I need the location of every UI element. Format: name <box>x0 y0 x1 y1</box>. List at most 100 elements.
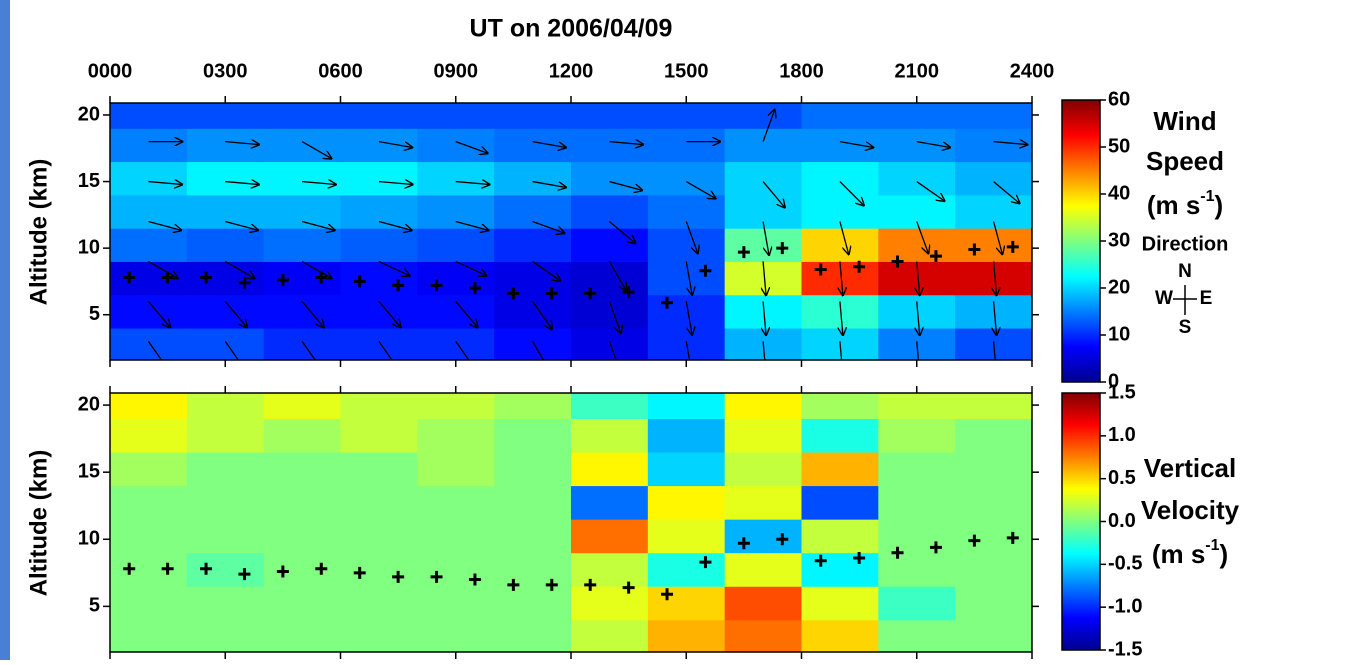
heatmap-cell <box>801 128 879 163</box>
tropopause-marker <box>200 562 213 575</box>
y-axis-label: Altitude (km) <box>25 159 52 306</box>
heatmap-cell <box>340 161 418 196</box>
heatmap-cell <box>186 194 265 229</box>
heatmap-cell <box>647 452 726 487</box>
wind-arrow <box>225 142 259 145</box>
heatmap-cell <box>647 228 726 262</box>
heatmap-cell <box>801 586 879 621</box>
colorbar-label: Wind <box>1153 106 1216 136</box>
heatmap-cell <box>801 452 879 487</box>
heatmap-cell <box>110 261 188 296</box>
heatmap-cell <box>110 161 188 196</box>
heatmap-cell <box>110 586 188 621</box>
heatmap-cell <box>110 128 188 163</box>
wind-arrow <box>455 182 490 185</box>
heatmap-cell <box>494 194 572 229</box>
y-tick-label: 10 <box>78 236 100 258</box>
tropopause-marker <box>392 279 405 292</box>
colorbar-unit: (m s-1) <box>1152 537 1228 569</box>
tropopause-marker <box>968 534 981 547</box>
heatmap-cell <box>571 194 649 229</box>
heatmap-cell <box>494 328 572 360</box>
heatmap-cell <box>801 418 879 453</box>
heatmap-cell <box>186 452 265 487</box>
heatmap-cell <box>724 452 802 487</box>
x-tick-label: 2100 <box>895 60 940 82</box>
tropopause-marker <box>123 271 136 284</box>
wind-arrow <box>378 300 401 327</box>
y-axis-label: Altitude (km) <box>25 450 52 597</box>
side-strip <box>0 0 10 660</box>
heatmap-cell <box>724 161 802 196</box>
wind-arrow <box>608 221 635 244</box>
y-tick-label: 15 <box>78 460 100 482</box>
heatmap-cell <box>417 128 495 163</box>
heatmap-cell <box>417 194 495 229</box>
heatmap-cell <box>340 519 418 554</box>
wind-arrow <box>762 110 775 142</box>
tropopause-marker <box>507 287 520 300</box>
plot-area <box>110 103 1032 360</box>
heatmap-cell <box>110 485 188 520</box>
heatmap-cell <box>571 128 649 163</box>
heatmap-cell <box>417 393 495 419</box>
heatmap-cell <box>417 261 495 296</box>
heatmap-cell <box>494 452 572 487</box>
heatmap-cell <box>571 393 649 419</box>
heatmap-cell <box>724 619 802 652</box>
heatmap-cell <box>340 128 418 163</box>
heatmap-cell <box>571 328 649 360</box>
heatmap-cell <box>724 485 802 520</box>
tropopause-marker <box>814 263 827 276</box>
heatmap-cell <box>186 552 265 587</box>
heatmap-cell <box>801 619 879 652</box>
heatmap-cell <box>571 294 649 329</box>
tropopause-marker <box>699 264 712 277</box>
heatmap-cell <box>186 161 265 196</box>
heatmap-cell <box>186 294 265 329</box>
y-tick-label: 20 <box>78 103 100 125</box>
tropopause-marker <box>545 287 558 300</box>
x-tick-label: 1200 <box>549 60 594 82</box>
heatmap-cell <box>494 485 572 520</box>
heatmap-cell <box>263 328 341 360</box>
tropopause-marker <box>353 275 366 288</box>
tropopause-marker <box>853 260 866 273</box>
colorbar-label: Velocity <box>1141 495 1240 525</box>
heatmap-cell <box>263 552 341 587</box>
tropopause-marker <box>315 271 328 284</box>
tropopause-marker <box>929 541 942 554</box>
heatmap-cell <box>417 452 495 487</box>
wind-arrow <box>994 261 997 295</box>
heatmap-cell <box>263 194 341 229</box>
heatmap-cell <box>647 586 726 621</box>
tropopause-marker <box>430 570 443 583</box>
heatmap-cell <box>340 619 418 652</box>
heatmap-cell <box>340 261 418 296</box>
wind-arrow <box>224 260 254 278</box>
wind-arrow <box>762 341 766 360</box>
wind-arrow <box>685 301 692 334</box>
heatmap-cell <box>417 418 495 453</box>
tropopause-marker <box>622 581 635 594</box>
tropopause-marker <box>661 296 674 309</box>
wind-arrow <box>532 301 553 329</box>
heatmap-cell <box>878 485 956 520</box>
wind-arrow <box>455 141 488 154</box>
tropopause-marker <box>468 573 481 586</box>
tropopause-marker <box>276 565 289 578</box>
heatmap-cell <box>340 228 418 262</box>
heatmap-cell <box>417 103 495 129</box>
heatmap-cell <box>647 294 726 329</box>
tropopause-marker <box>238 568 251 581</box>
wind-arrow <box>762 181 785 208</box>
heatmap-cell <box>878 586 956 621</box>
heatmap-cell <box>955 128 1032 163</box>
heatmap-cell <box>263 619 341 652</box>
heatmap-cell <box>340 103 418 129</box>
heatmap-cell <box>340 194 418 229</box>
heatmap-cell <box>340 393 418 419</box>
tropopause-marker <box>353 566 366 579</box>
colorbar <box>1061 392 1101 651</box>
